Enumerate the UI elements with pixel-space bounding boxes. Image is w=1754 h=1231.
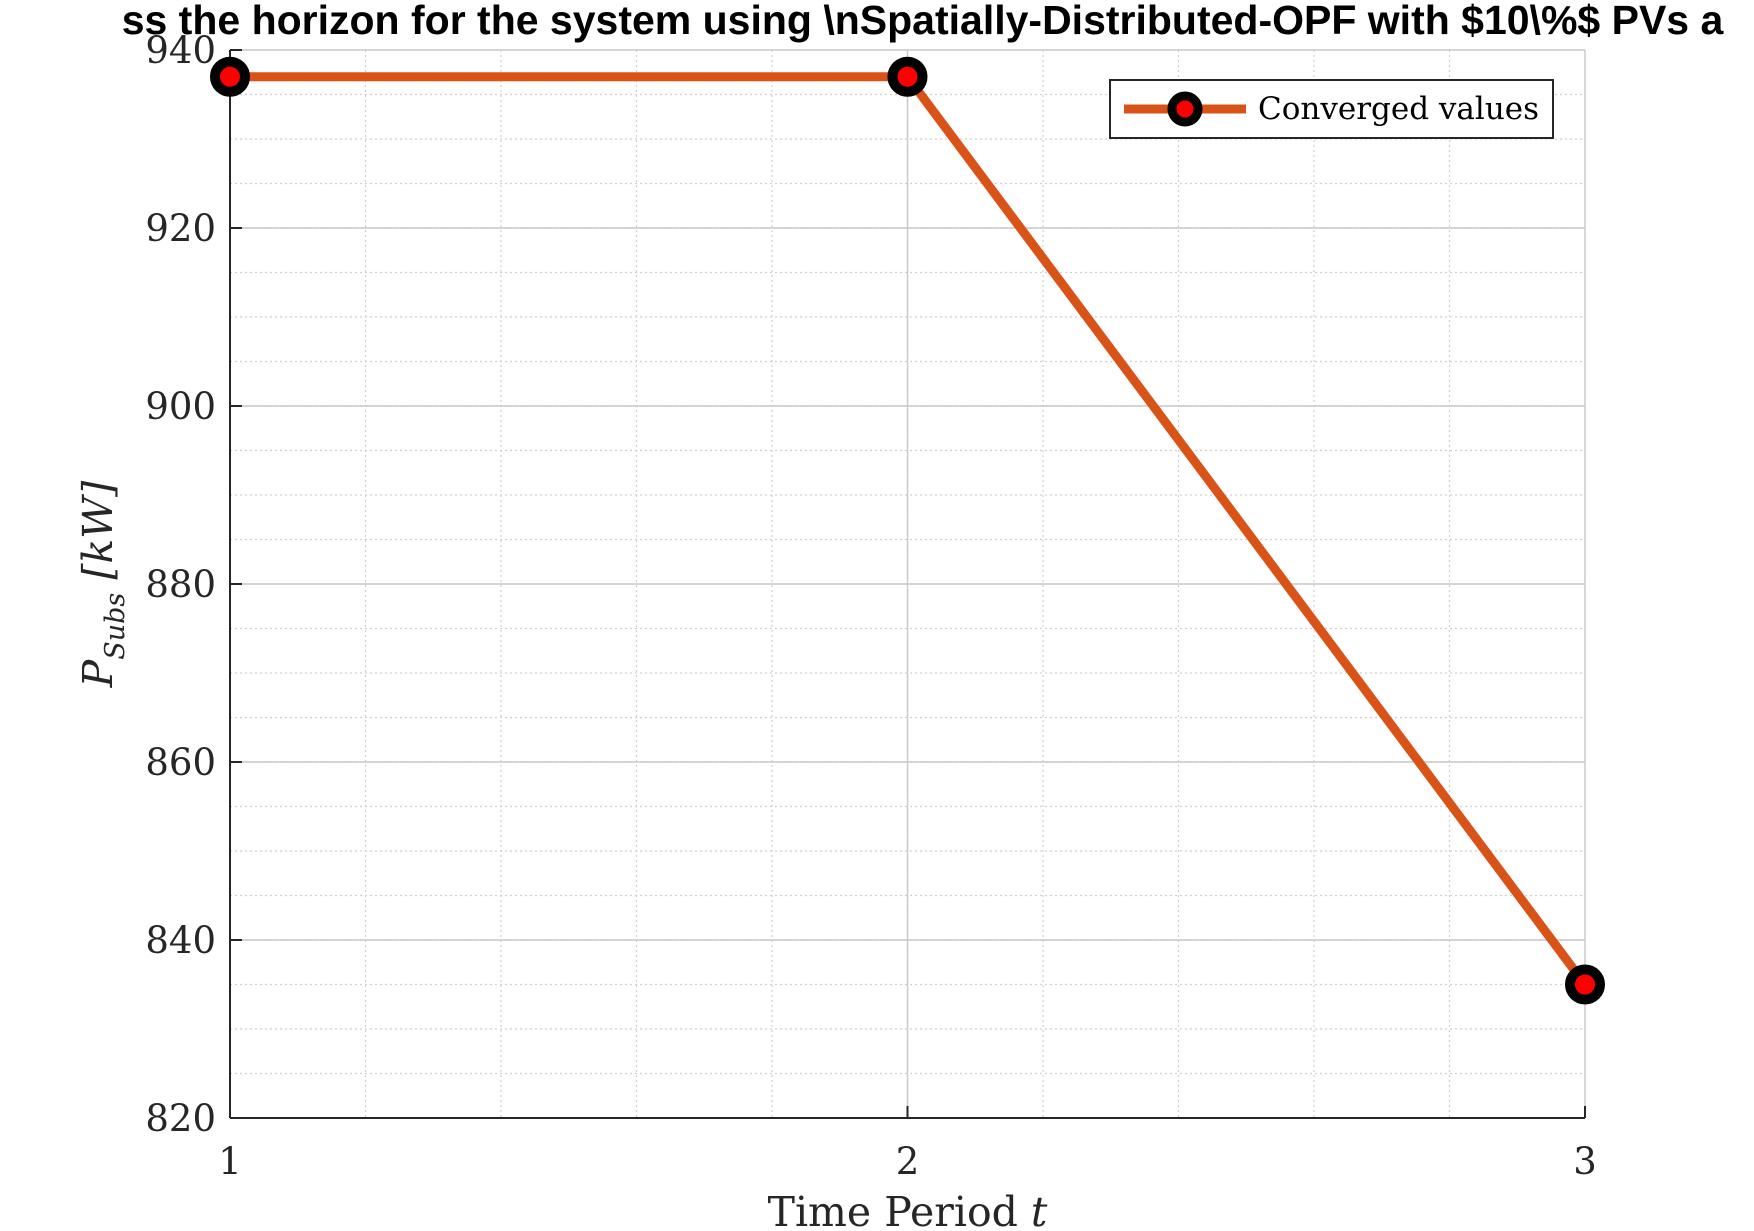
y-tick-label: 840: [145, 919, 216, 962]
y-tick-label: 920: [145, 207, 216, 250]
chart-title: ss the horizon for the system using \nSp…: [122, 0, 1725, 43]
tick-labels: 820 840 860 880 900 920 940 1 2 3: [145, 29, 1596, 1183]
y-tick-label: 940: [145, 29, 216, 72]
legend-label: Converged values: [1258, 91, 1539, 127]
y-label-subscript: Subs: [100, 593, 131, 660]
y-label-unit: [kW]: [74, 480, 122, 593]
grid: [229, 49, 1586, 1119]
x-tick-label: 1: [218, 1140, 242, 1183]
y-label-main: P: [74, 658, 122, 688]
x-axis-label: Time Period t: [768, 1188, 1048, 1231]
legend: Converged values: [1109, 79, 1554, 139]
y-axis-label: PSubs [kW]: [74, 480, 131, 689]
y-tick-label: 900: [145, 385, 216, 428]
x-label-variable: t: [1031, 1188, 1048, 1231]
data-point: [887, 56, 928, 97]
y-tick-label: 880: [145, 563, 216, 606]
x-label-text: Time Period: [768, 1188, 1031, 1231]
data-point: [210, 56, 250, 97]
axes: [229, 49, 1586, 1119]
series-plot: [210, 56, 1605, 1005]
data-point: [1565, 964, 1605, 1005]
x-tick-label: 3: [1573, 1140, 1597, 1183]
y-tick-label: 860: [145, 741, 216, 784]
y-tick-label: 820: [145, 1097, 216, 1140]
legend-marker: [1167, 91, 1203, 127]
x-tick-label: 2: [896, 1140, 920, 1183]
